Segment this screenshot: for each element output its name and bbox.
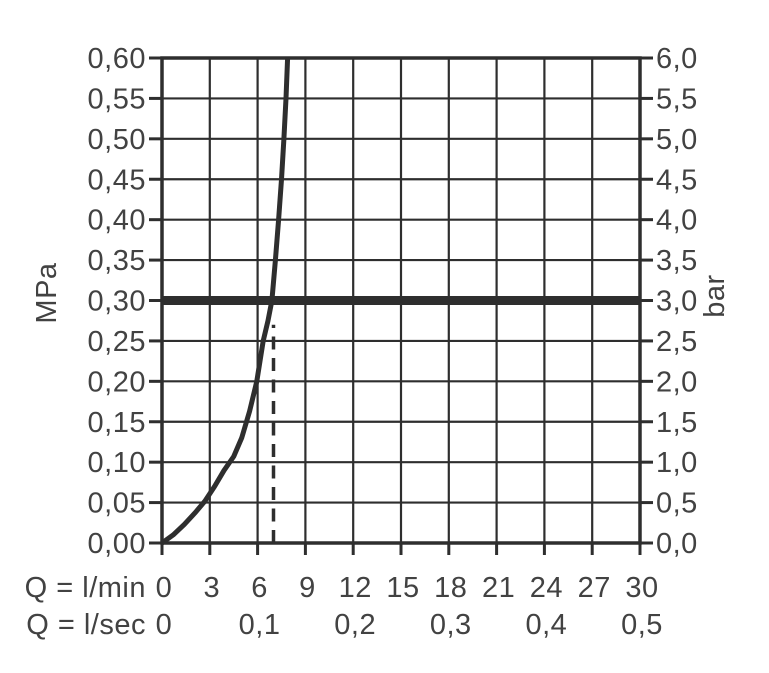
x-axis-secondary-tick-label: 0 bbox=[156, 609, 173, 641]
y-axis-left-tick-label: 0,25 bbox=[88, 326, 146, 358]
y-axis-left-tick-label: 0,20 bbox=[88, 366, 146, 398]
y-axis-right-tick-label: 5,5 bbox=[656, 83, 698, 115]
x-axis-primary-unit-label: Q = l/min bbox=[25, 572, 146, 604]
x-axis-secondary-tick-label: 0,1 bbox=[239, 609, 281, 641]
y-axis-right-tick-label: 2,0 bbox=[656, 366, 698, 398]
x-axis-primary-tick-label: 21 bbox=[482, 572, 515, 604]
x-axis-primary-tick-label: 0 bbox=[156, 572, 173, 604]
x-axis-primary-tick-label: 24 bbox=[530, 572, 563, 604]
x-axis-primary-tick-label: 3 bbox=[203, 572, 220, 604]
y-axis-left-tick-label: 0,00 bbox=[88, 528, 146, 560]
y-axis-left-tick-label: 0,30 bbox=[88, 286, 146, 318]
x-axis-primary-tick-label: 27 bbox=[578, 572, 611, 604]
x-axis-primary-tick-label: 15 bbox=[386, 572, 419, 604]
y-axis-left-tick-label: 0,40 bbox=[88, 205, 146, 237]
y-axis-left-tick-label: 0,50 bbox=[88, 124, 146, 156]
y-axis-left-tick-label: 0,10 bbox=[88, 447, 146, 479]
x-axis-primary-tick-label: 9 bbox=[299, 572, 316, 604]
x-axis-secondary-tick-label: 0,3 bbox=[430, 609, 472, 641]
x-axis-primary-tick-label: 30 bbox=[625, 572, 658, 604]
y-axis-left-tick-label: 0,60 bbox=[88, 43, 146, 75]
y-axis-left-tick-label: 0,05 bbox=[88, 488, 146, 520]
y-axis-left-tick-label: 0,15 bbox=[88, 407, 146, 439]
x-axis-primary-tick-label: 12 bbox=[339, 572, 372, 604]
y-axis-right-tick-label: 4,0 bbox=[656, 205, 698, 237]
y-axis-right-tick-label: 3,0 bbox=[656, 286, 698, 318]
y-axis-left-tick-label: 0,55 bbox=[88, 83, 146, 115]
x-axis-primary-tick-label: 18 bbox=[434, 572, 467, 604]
y-axis-right-tick-label: 5,0 bbox=[656, 124, 698, 156]
y-axis-right-tick-label: 2,5 bbox=[656, 326, 698, 358]
y-axis-right-tick-label: 0,5 bbox=[656, 488, 698, 520]
y-axis-left-tick-label: 0,35 bbox=[88, 245, 146, 277]
flow-pressure-curve bbox=[160, 57, 291, 546]
x-axis-secondary-tick-label: 0,4 bbox=[525, 609, 567, 641]
y-axis-right-tick-label: 4,5 bbox=[656, 164, 698, 196]
y-axis-right-tick-label: 1,5 bbox=[656, 407, 698, 439]
x-axis-secondary-tick-label: 0,5 bbox=[621, 609, 663, 641]
x-axis-secondary-unit-label: Q = l/sec bbox=[26, 609, 146, 641]
x-axis-secondary-tick-label: 0,2 bbox=[334, 609, 376, 641]
y-axis-right-tick-label: 6,0 bbox=[656, 43, 698, 75]
x-axis-primary-tick-label: 6 bbox=[251, 572, 268, 604]
y-axis-right-unit-label: bar bbox=[699, 274, 731, 317]
y-axis-right-tick-label: 0,0 bbox=[656, 528, 698, 560]
y-axis-right-tick-label: 3,5 bbox=[656, 245, 698, 277]
y-axis-right-tick-label: 1,0 bbox=[656, 447, 698, 479]
y-axis-left-tick-label: 0,45 bbox=[88, 164, 146, 196]
y-axis-left-unit-label: MPa bbox=[31, 262, 63, 324]
